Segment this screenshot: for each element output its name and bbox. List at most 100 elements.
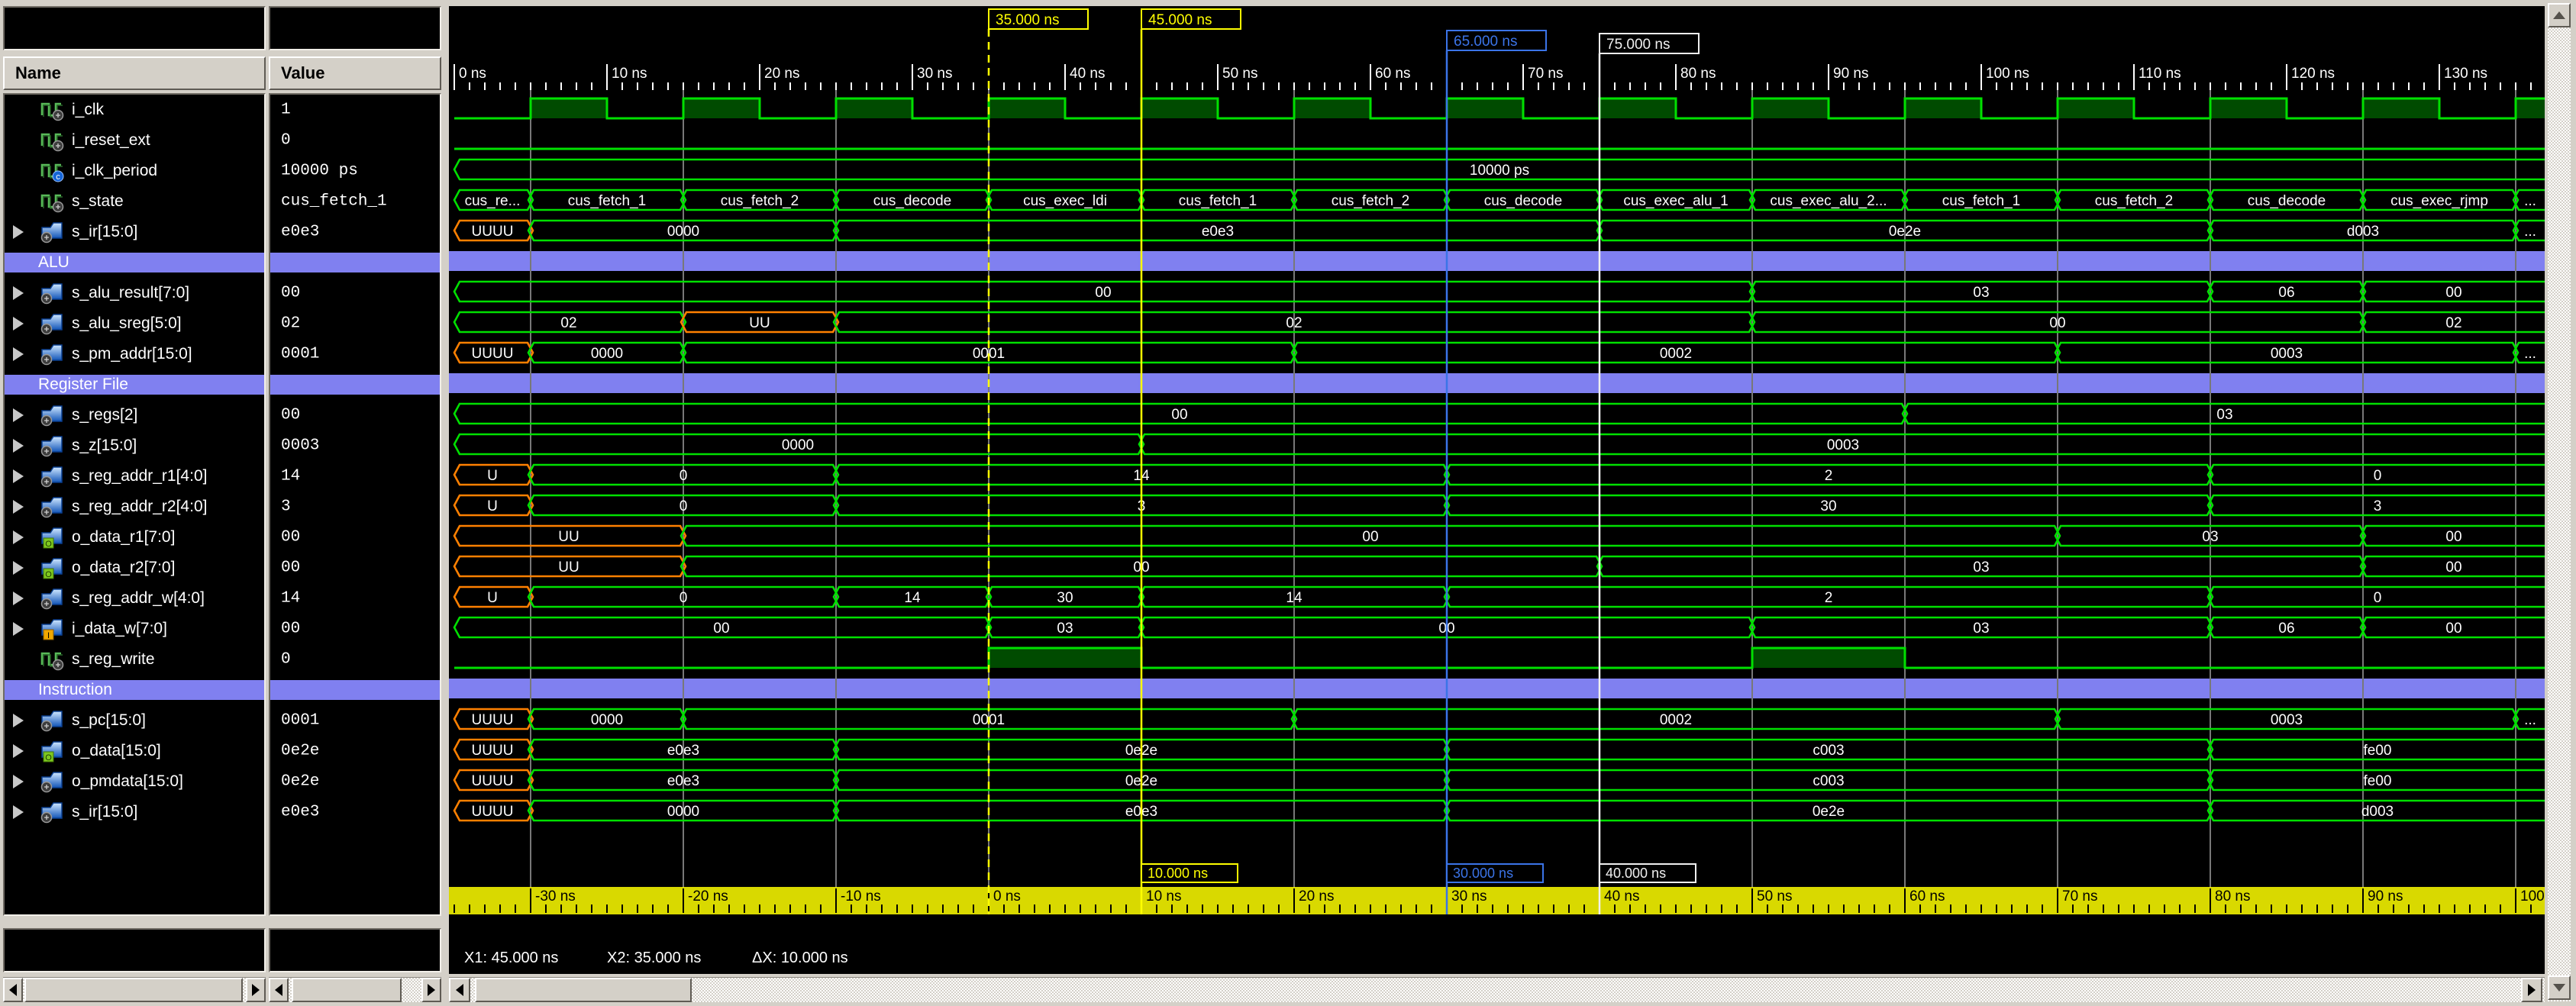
expand-arrow-icon[interactable] — [13, 286, 24, 300]
signal-value-s_alu_result[interactable]: 00 — [270, 278, 440, 308]
expand-arrow-icon[interactable] — [13, 561, 24, 575]
signal-row-s_regs[interactable]: s_regs[2] — [5, 400, 264, 430]
expand-arrow-icon[interactable] — [13, 317, 24, 330]
wave-row-i_data_w: 00 03 00 03 06 00 — [453, 616, 2545, 639]
signal-value-i_clk[interactable]: 1 — [270, 95, 440, 125]
expand-arrow-icon[interactable] — [13, 805, 24, 819]
svg-text:30: 30 — [1057, 590, 1073, 606]
name-list-hscrollbar[interactable] — [3, 977, 266, 1002]
svg-text:O: O — [45, 753, 52, 763]
scroll-right-icon — [428, 984, 435, 996]
name-hscroll-left-button[interactable] — [3, 978, 23, 1002]
signal-row-s_alu_result[interactable]: s_alu_result[7:0] — [5, 278, 264, 308]
svg-text:03: 03 — [1973, 559, 1989, 576]
signal-value-s_reg_write[interactable]: 0 — [270, 644, 440, 675]
expand-arrow-icon[interactable] — [13, 408, 24, 422]
group-divider-value-band — [270, 675, 440, 705]
value-list-hscrollbar[interactable] — [269, 977, 441, 1002]
signal-row-s_state[interactable]: s_state — [5, 186, 264, 217]
value-hscroll-left-button[interactable] — [269, 978, 289, 1002]
signal-row-s_z[interactable]: s_z[15:0] — [5, 430, 264, 461]
signal-value-o_data_r1[interactable]: 00 — [270, 522, 440, 553]
expand-arrow-icon[interactable] — [13, 592, 24, 605]
waveform-vscrollbar[interactable] — [2548, 3, 2571, 1001]
signal-value-s_reg_addr_w[interactable]: 14 — [270, 583, 440, 614]
expand-arrow-icon[interactable] — [13, 622, 24, 636]
signal-row-s_reg_addr_r1[interactable]: s_reg_addr_r1[4:0] — [5, 461, 264, 492]
signal-value-s_alu_sreg[interactable]: 02 — [270, 308, 440, 339]
svg-text:0: 0 — [2374, 468, 2382, 484]
signal-value-s_pc[interactable]: 0001 — [270, 705, 440, 736]
signal-value-s_ir[interactable]: e0e3 — [270, 797, 440, 827]
signal-value-s_pm_addr[interactable]: 0001 — [270, 339, 440, 369]
group-divider-alu[interactable]: ALU — [5, 247, 264, 278]
expand-arrow-icon[interactable] — [13, 775, 24, 788]
signal-row-s_reg_addr_w[interactable]: s_reg_addr_w[4:0] — [5, 583, 264, 614]
signal-row-s_ir[interactable]: s_ir[15:0] — [5, 797, 264, 827]
signal-value-s_z[interactable]: 0003 — [270, 430, 440, 461]
signal-value-s_state[interactable]: cus_fetch_1 — [270, 186, 440, 217]
signal-value-i_clk_period[interactable]: 10000 ps — [270, 156, 440, 186]
signal-row-s_pm_addr[interactable]: s_pm_addr[15:0] — [5, 339, 264, 369]
signal-value-s_reg_addr_r1[interactable]: 14 — [270, 461, 440, 492]
waveform-svg[interactable]: 0 ns 10 ns 20 ns 30 ns 40 ns 50 ns 60 ns 70 ns 8… — [449, 6, 2545, 974]
signal-value-o_data[interactable]: 0e2e — [270, 736, 440, 766]
signal-name-label: s_state — [72, 192, 124, 210]
svg-text:d003: d003 — [2361, 804, 2394, 820]
signal-row-o_pmdata[interactable]: o_pmdata[15:0] — [5, 766, 264, 797]
scalar-signal-icon: c — [40, 160, 66, 182]
expand-arrow-icon[interactable] — [13, 744, 24, 758]
expand-arrow-icon[interactable] — [13, 225, 24, 239]
svg-text:90 ns: 90 ns — [1833, 66, 1868, 82]
signal-value-s_ir[interactable]: e0e3 — [270, 217, 440, 247]
signal-row-s_reg_write[interactable]: s_reg_write — [5, 644, 264, 675]
wave-hscroll-right-button[interactable] — [2521, 978, 2542, 1002]
signal-value-i_data_w[interactable]: 00 — [270, 614, 440, 644]
signal-value-o_data_r2[interactable]: 00 — [270, 553, 440, 583]
svg-text:fe00: fe00 — [2364, 743, 2392, 759]
signal-row-s_ir[interactable]: s_ir[15:0] — [5, 217, 264, 247]
name-hscroll-thumb[interactable] — [24, 978, 243, 1002]
expand-arrow-icon[interactable] — [13, 347, 24, 361]
signal-value-s_regs[interactable]: 00 — [270, 400, 440, 430]
waveform-area[interactable]: 0 ns 10 ns 20 ns 30 ns 40 ns 50 ns 60 ns 70 ns 8… — [449, 6, 2545, 974]
group-divider-label: ALU — [5, 253, 264, 272]
signal-value-o_pmdata[interactable]: 0e2e — [270, 766, 440, 797]
expand-arrow-icon[interactable] — [13, 439, 24, 453]
signal-name-list[interactable]: i_clk i_reset_ext c i_clk_period s_state s_ir… — [3, 93, 266, 916]
group-divider-instruction[interactable]: Instruction — [5, 675, 264, 705]
svg-text:c: c — [56, 173, 60, 182]
svg-text:cus_fetch_1: cus_fetch_1 — [568, 193, 646, 209]
wave-vscroll-down-button[interactable] — [2548, 975, 2571, 1000]
signal-value-i_reset_ext[interactable]: 0 — [270, 125, 440, 156]
name-hscroll-right-button[interactable] — [246, 978, 266, 1002]
wave-hscroll-left-button[interactable] — [449, 978, 470, 1002]
signal-row-i_reset_ext[interactable]: i_reset_ext — [5, 125, 264, 156]
signal-row-s_pc[interactable]: s_pc[15:0] — [5, 705, 264, 736]
expand-arrow-icon[interactable] — [13, 500, 24, 514]
group-divider-register-file[interactable]: Register File — [5, 369, 264, 400]
value-hscroll-thumb[interactable] — [292, 978, 402, 1002]
signal-row-i_clk[interactable]: i_clk — [5, 95, 264, 125]
svg-text:...: ... — [2524, 193, 2536, 209]
wave-hscroll-thumb[interactable] — [475, 978, 692, 1002]
value-column-header[interactable]: Value — [269, 56, 441, 90]
waveform-hscrollbar[interactable] — [449, 977, 2545, 1002]
expand-arrow-icon[interactable] — [13, 714, 24, 727]
signal-row-i_clk_period[interactable]: c i_clk_period — [5, 156, 264, 186]
signal-row-s_alu_sreg[interactable]: s_alu_sreg[5:0] — [5, 308, 264, 339]
wave-vscroll-up-button[interactable] — [2548, 3, 2571, 27]
signal-value-s_reg_addr_r2[interactable]: 3 — [270, 492, 440, 522]
expand-arrow-icon[interactable] — [13, 469, 24, 483]
value-hscroll-right-button[interactable] — [421, 978, 441, 1002]
signal-row-s_reg_addr_r2[interactable]: s_reg_addr_r2[4:0] — [5, 492, 264, 522]
signal-value-label: 00 — [281, 406, 301, 424]
cursor-relative-label: 30.000 ns — [1446, 863, 1544, 883]
signal-value-list[interactable]: 1 0 10000 ps cus_fetch_1 e0e3 00 02 0001 00 0003 1… — [269, 93, 441, 916]
expand-arrow-icon[interactable] — [13, 530, 24, 544]
name-column-header[interactable]: Name — [3, 56, 266, 90]
